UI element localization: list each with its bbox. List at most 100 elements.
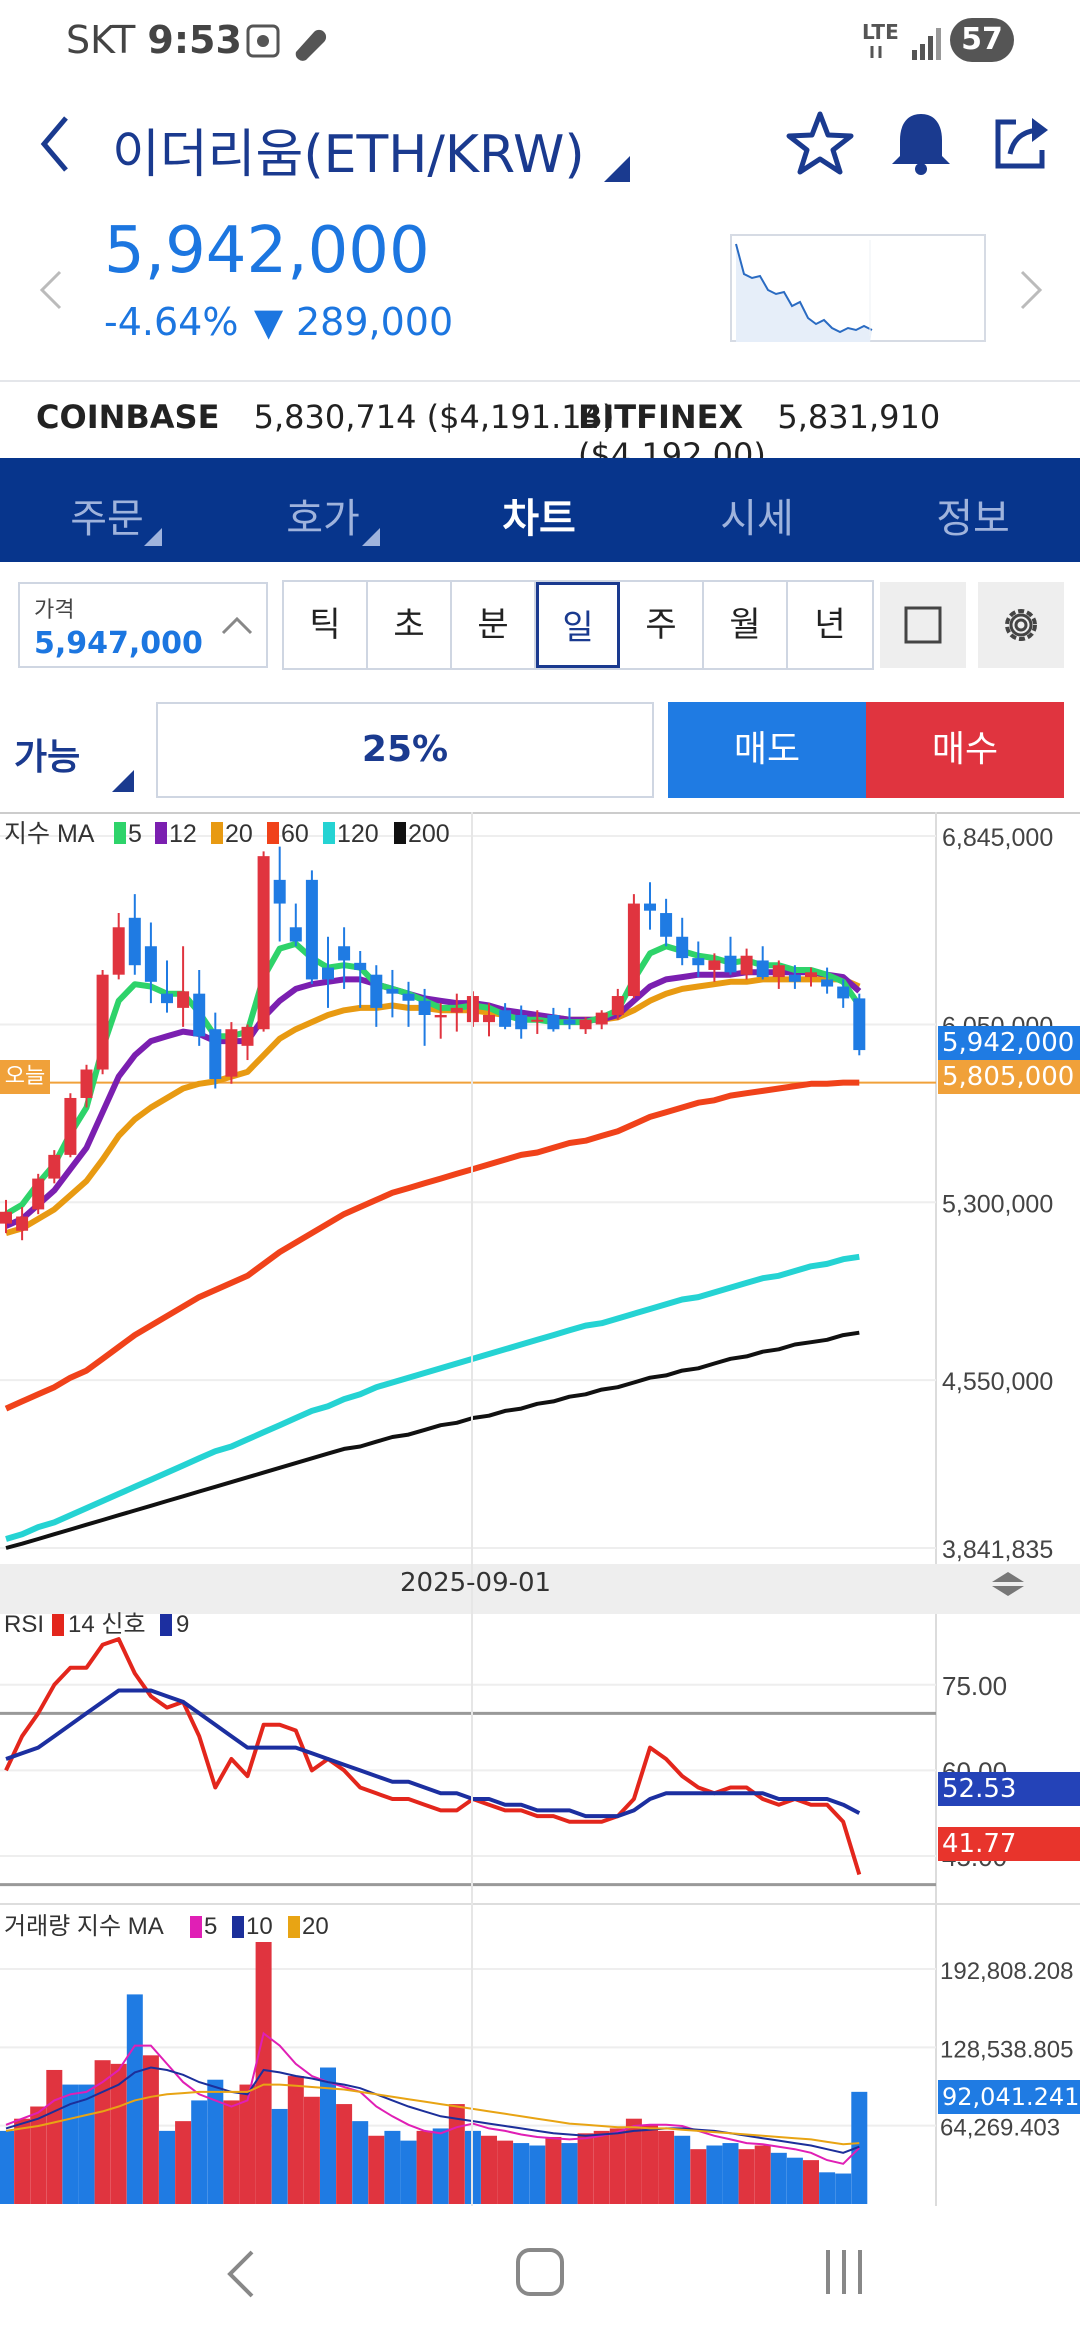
- price-axis-label: 3,841,835: [942, 1536, 1053, 1564]
- ma-legend-label: 20: [225, 820, 253, 848]
- ma-line-60: [4, 1079, 860, 1412]
- candle-body: [499, 1010, 512, 1027]
- available-label[interactable]: 가능: [14, 737, 81, 778]
- volume-legend-label: 20: [302, 1913, 329, 1940]
- today-price-tag: 5,805,000: [938, 1060, 1080, 1094]
- ma-legend-swatch: [155, 822, 167, 844]
- alarm-bell-icon[interactable]: [888, 110, 954, 176]
- price-selector-label: 가격: [34, 598, 75, 623]
- rsi-line-9: [5, 1688, 861, 1819]
- volume-bar: [722, 2143, 739, 2204]
- candle-body: [756, 960, 769, 978]
- price-selector-value: 5,947,000: [34, 626, 203, 661]
- battery-indicator: 57: [950, 18, 1014, 62]
- period-day[interactable]: 일: [536, 582, 620, 668]
- tab-order[interactable]: 주문: [70, 496, 144, 542]
- volume-axis-label: 128,538.805: [940, 2036, 1073, 2063]
- volume-bar: [46, 2069, 63, 2204]
- volume-legend-label: 10: [246, 1913, 273, 1940]
- volume-bar: [400, 2140, 417, 2204]
- back-icon[interactable]: [36, 112, 76, 176]
- volume-bar: [159, 2130, 175, 2204]
- price-axis-label: 5,300,000: [942, 1190, 1053, 1218]
- fullscreen-button[interactable]: [880, 582, 966, 668]
- volume-legend-swatch: [190, 1916, 202, 1938]
- ma-line-200: [5, 1330, 860, 1550]
- candle-body: [16, 1216, 29, 1231]
- title-dropdown-icon[interactable]: [604, 156, 630, 182]
- next-coin-icon[interactable]: [1016, 268, 1046, 312]
- candle-body: [772, 965, 785, 978]
- volume-bar: [642, 2124, 658, 2204]
- period-tick[interactable]: 틱: [284, 582, 368, 668]
- volume-bar: [529, 2145, 546, 2204]
- volume-bar: [835, 2173, 852, 2204]
- candle-body: [386, 988, 399, 994]
- prev-coin-icon[interactable]: [36, 268, 66, 312]
- candle-body: [644, 903, 656, 911]
- tab-market[interactable]: 시세: [720, 496, 794, 542]
- volume-bar: [658, 2130, 675, 2204]
- tab-chart[interactable]: 차트: [502, 496, 576, 542]
- tab-dropdown-icon: [144, 528, 162, 546]
- change-arrow: ▼: [254, 300, 284, 344]
- volume-bar: [142, 2055, 159, 2204]
- nav-back-icon[interactable]: [220, 2246, 260, 2302]
- candle-body: [128, 917, 141, 966]
- quantity-percent-button[interactable]: 25%: [156, 702, 654, 798]
- buy-button[interactable]: 매수: [866, 702, 1064, 798]
- period-year[interactable]: 년: [814, 605, 846, 645]
- period-month[interactable]: 월: [704, 582, 788, 668]
- mini-price-chart: [730, 234, 986, 342]
- date-label: 2025-09-01: [400, 1568, 552, 1598]
- exchange-name: BITFINEX: [578, 398, 744, 436]
- candle-body: [402, 993, 415, 1001]
- volume-bar: [30, 2106, 47, 2204]
- nav-recents-icon[interactable]: [820, 2246, 868, 2298]
- exchange-name: COINBASE: [36, 398, 220, 436]
- nav-home-icon[interactable]: [514, 2246, 566, 2298]
- volume-bar: [223, 2100, 240, 2204]
- volume-bar: [545, 2136, 562, 2204]
- price-selector[interactable]: 가격 5,947,000: [18, 582, 268, 668]
- period-week[interactable]: 주: [620, 582, 704, 668]
- volume-bar: [625, 2118, 642, 2204]
- page-title[interactable]: 이더리움(ETH/KRW): [112, 125, 585, 185]
- candle-body: [788, 974, 801, 982]
- volume-bar: [609, 2128, 626, 2204]
- candle-body: [144, 946, 157, 982]
- share-icon[interactable]: [992, 110, 1054, 172]
- period-second[interactable]: 초: [368, 582, 452, 668]
- tab-orderbook[interactable]: 호가: [286, 496, 360, 542]
- volume-ma-line-5: [5, 2031, 861, 2165]
- rsi-legend-swatch: [52, 1614, 64, 1636]
- candle-body: [161, 993, 173, 1004]
- candle-body: [354, 962, 367, 970]
- settings-button[interactable]: [978, 582, 1064, 668]
- volume-value-tag: 92,041.241: [938, 2080, 1080, 2114]
- volume-ma-line-20: [5, 2083, 860, 2146]
- ma-line-12: [4, 969, 862, 1229]
- tab-info[interactable]: 정보: [936, 496, 1010, 542]
- candle-body: [724, 955, 737, 973]
- status-notification-icons: [246, 24, 327, 61]
- volume-bar: [770, 2152, 787, 2204]
- price-chart[interactable]: 6,845,0006,050,0005,300,0004,550,0003,84…: [0, 812, 1080, 2206]
- today-label: 오늘: [0, 1060, 50, 1094]
- price-axis-label: 4,550,000: [942, 1368, 1053, 1396]
- candle-body: [547, 1014, 560, 1030]
- volume-legend-swatch: [232, 1916, 244, 1938]
- volume-bar: [786, 2157, 803, 2204]
- pane-resize-icon[interactable]: [990, 1570, 1026, 1598]
- favorite-star-icon[interactable]: [786, 110, 854, 176]
- ma-legend-swatch: [267, 822, 279, 844]
- volume-bar: [577, 2133, 594, 2204]
- candle-body: [48, 1154, 61, 1179]
- rsi-legend-prefix: RSI: [4, 1611, 44, 1638]
- volume-bar: [593, 2130, 610, 2204]
- volume-bar: [94, 2060, 111, 2204]
- period-minute[interactable]: 분: [452, 582, 536, 668]
- sell-button[interactable]: 매도: [668, 702, 866, 798]
- ma-legend-swatch: [323, 822, 335, 844]
- volume-axis-label: 64,269.403: [940, 2115, 1060, 2142]
